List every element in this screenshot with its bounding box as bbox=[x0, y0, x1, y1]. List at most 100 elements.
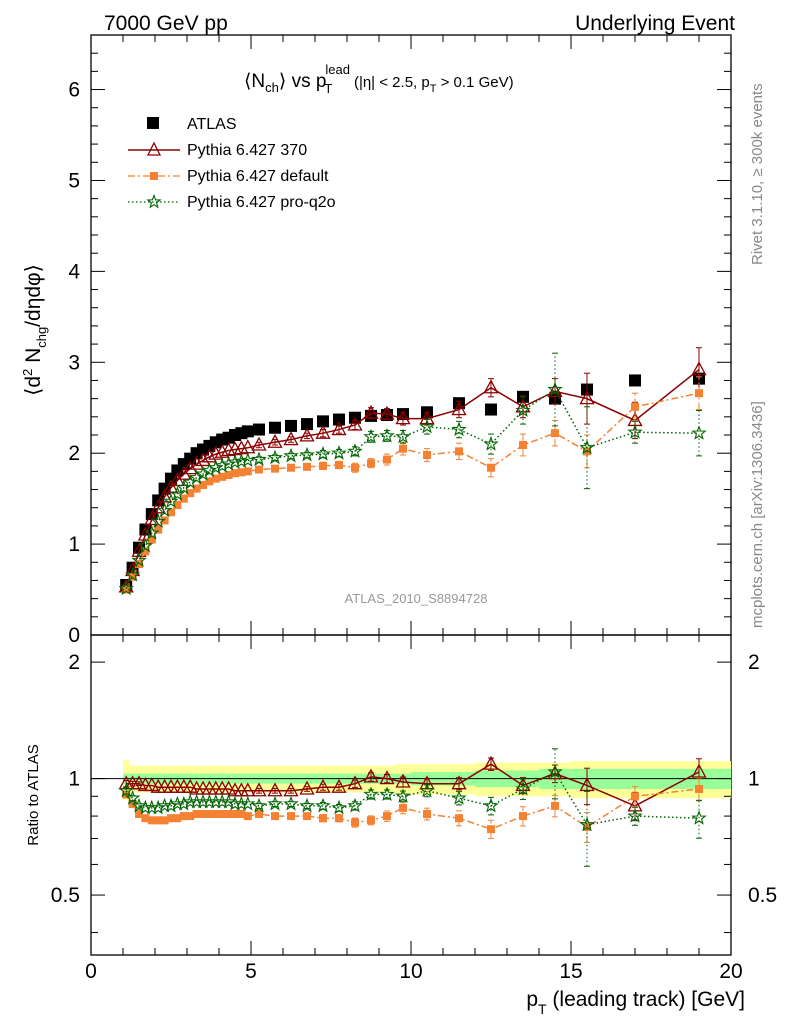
data-point-pythia-370 bbox=[483, 379, 499, 394]
data-point-pythia-default bbox=[255, 465, 263, 474]
data-point-pythia-370 bbox=[144, 777, 160, 792]
data-point-pythia-pro-q2o bbox=[315, 797, 331, 813]
data-point-pythia-370 bbox=[163, 479, 179, 494]
header-left: 7000 GeV pp bbox=[104, 12, 228, 35]
data-point-pythia-pro-q2o bbox=[220, 455, 237, 471]
data-point-pythia-pro-q2o bbox=[182, 474, 198, 489]
data-point-pythia-370 bbox=[379, 405, 395, 420]
data-point-pythia-pro-q2o bbox=[144, 525, 160, 540]
data-point-pythia-370 bbox=[214, 443, 230, 458]
data-point-pythia-370 bbox=[579, 777, 595, 792]
legend-marker-pythia-pro-q2o bbox=[146, 193, 162, 209]
data-point-pythia-default bbox=[211, 809, 220, 818]
data-point-pythia-default bbox=[211, 474, 220, 483]
data-point-pythia-370 bbox=[451, 775, 467, 790]
y-tick-label-ratio-right: 2 bbox=[748, 651, 760, 674]
data-point-pythia-default bbox=[255, 809, 263, 818]
data-point-pythia-370 bbox=[691, 763, 707, 778]
y-tick-label-top: 4 bbox=[68, 260, 80, 283]
data-point-pythia-pro-q2o bbox=[283, 795, 299, 811]
data-point-pythia-default bbox=[237, 468, 246, 477]
axis-tick-labels: 0 5 10 15 20 0 1 2 3 4 5 6 0.5 0.5 1 1 2 2 bbox=[51, 79, 777, 983]
data-point-pythia-default bbox=[186, 489, 195, 498]
data-point-pythia-default bbox=[335, 814, 343, 823]
legend-label-pythia-370: Pythia 6.427 370 bbox=[187, 142, 307, 159]
data-point-pythia-pro-q2o bbox=[233, 453, 250, 468]
data-point-pythia-default bbox=[128, 572, 137, 581]
legend-label-pythia-default: Pythia 6.427 default bbox=[187, 168, 329, 185]
data-point-pythia-default bbox=[205, 809, 214, 818]
data-point-pythia-pro-q2o bbox=[188, 469, 205, 485]
data-point-pythia-pro-q2o bbox=[283, 447, 299, 463]
y-tick-label-top: 6 bbox=[68, 79, 80, 102]
data-point-pythia-pro-q2o bbox=[331, 799, 347, 815]
data-point-pythia-pro-q2o bbox=[214, 457, 230, 473]
data-point-pythia-370 bbox=[201, 448, 217, 463]
header-right: Underlying Event bbox=[575, 12, 735, 35]
data-point-pythia-pro-q2o bbox=[483, 797, 499, 813]
data-point-pythia-pro-q2o bbox=[156, 502, 173, 517]
data-point-pythia-pro-q2o bbox=[331, 445, 347, 460]
data-point-pythia-370 bbox=[483, 755, 499, 770]
data-point-pythia-370 bbox=[267, 433, 283, 448]
legend-marker-pythia-default bbox=[150, 172, 158, 180]
data-point-pythia-pro-q2o bbox=[691, 425, 707, 440]
data-point-pythia-370 bbox=[347, 416, 363, 431]
data-point-pythia-370 bbox=[157, 488, 173, 503]
data-point-atlas bbox=[485, 403, 497, 416]
legend-marker-atlas bbox=[147, 117, 159, 129]
data-point-pythia-default bbox=[551, 801, 559, 810]
data-point-pythia-default bbox=[271, 812, 279, 821]
data-point-pythia-default bbox=[335, 461, 343, 469]
data-point-pythia-default bbox=[519, 441, 527, 449]
y-tick-label-ratio-right: 1 bbox=[748, 768, 760, 791]
ratio-panel-series bbox=[118, 748, 707, 867]
data-point-pythia-default bbox=[351, 818, 359, 827]
data-point-pythia-default bbox=[147, 535, 156, 544]
data-point-pythia-default bbox=[423, 809, 431, 818]
data-point-pythia-pro-q2o bbox=[395, 788, 411, 803]
data-point-pythia-default bbox=[173, 814, 182, 823]
data-point-pythia-pro-q2o bbox=[547, 763, 563, 779]
data-point-pythia-370 bbox=[299, 780, 315, 795]
series-line-top bbox=[125, 392, 700, 590]
data-point-pythia-default bbox=[179, 494, 188, 503]
data-point-pythia-370 bbox=[240, 782, 256, 797]
data-point-pythia-pro-q2o bbox=[150, 513, 166, 528]
data-point-pythia-default bbox=[199, 809, 207, 818]
data-point-pythia-370 bbox=[395, 773, 411, 788]
data-point-pythia-default bbox=[179, 812, 188, 821]
axis-ticks bbox=[90, 34, 732, 955]
data-point-pythia-pro-q2o bbox=[195, 465, 211, 481]
data-point-pythia-370 bbox=[189, 455, 205, 470]
data-point-pythia-370 bbox=[691, 361, 707, 376]
data-point-pythia-pro-q2o bbox=[627, 424, 643, 439]
data-point-pythia-default bbox=[160, 516, 169, 525]
data-point-pythia-default bbox=[135, 809, 143, 818]
data-point-pythia-pro-q2o bbox=[579, 816, 595, 832]
data-point-atlas bbox=[317, 415, 329, 428]
x-tick-label: 5 bbox=[245, 960, 257, 983]
data-point-pythia-default bbox=[218, 472, 227, 481]
data-point-pythia-default bbox=[695, 784, 703, 793]
data-point-pythia-370 bbox=[208, 445, 224, 460]
y-tick-label-top: 3 bbox=[68, 351, 80, 374]
data-point-pythia-pro-q2o bbox=[131, 552, 147, 567]
data-point-pythia-default bbox=[231, 469, 239, 478]
data-point-pythia-370 bbox=[451, 401, 467, 416]
data-point-atlas bbox=[253, 423, 265, 436]
data-point-atlas bbox=[333, 413, 345, 426]
ratio-y-axis-title: Ratio to ATLAS bbox=[25, 744, 42, 845]
data-point-pythia-370 bbox=[131, 775, 147, 790]
data-point-pythia-370 bbox=[182, 460, 198, 475]
data-point-pythia-370 bbox=[251, 436, 267, 451]
data-point-pythia-default bbox=[141, 547, 150, 556]
data-point-pythia-default bbox=[237, 809, 246, 818]
data-point-pythia-370 bbox=[579, 390, 595, 405]
data-point-pythia-default bbox=[399, 444, 407, 453]
data-point-pythia-default bbox=[303, 812, 311, 821]
data-point-pythia-pro-q2o bbox=[451, 790, 467, 805]
top-panel-series bbox=[118, 347, 707, 596]
data-point-pythia-pro-q2o bbox=[299, 446, 315, 462]
data-point-pythia-370 bbox=[315, 424, 331, 439]
